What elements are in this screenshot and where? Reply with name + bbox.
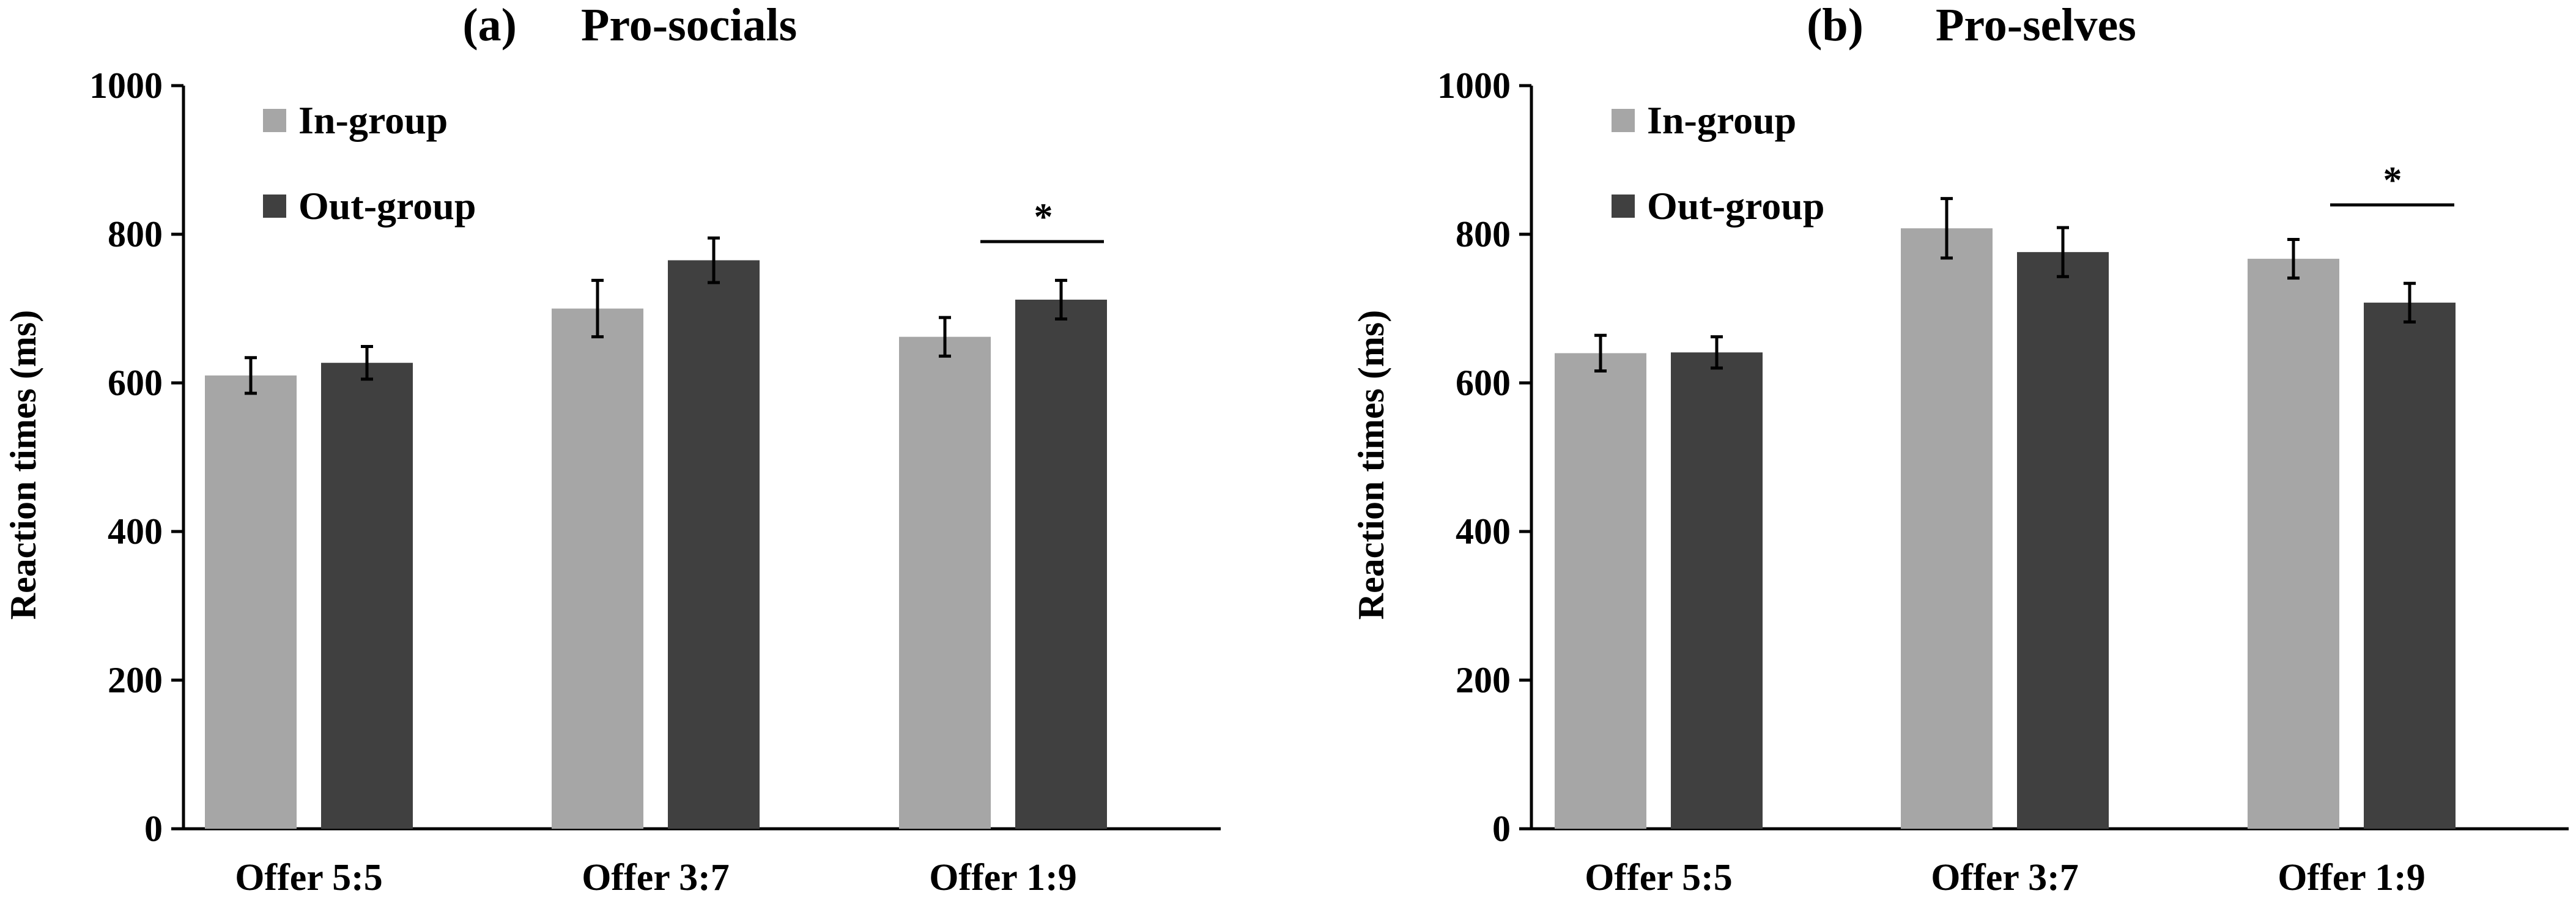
panel-b-ylabel: Reaction times (ms) bbox=[1351, 310, 1391, 620]
panel-b: (b) Pro-selves Reaction times (ms) 0 200 4… bbox=[1351, 0, 2569, 898]
panel-b-bar-in-group bbox=[2248, 259, 2339, 829]
panel-b-significance-star: * bbox=[2383, 160, 2402, 201]
panel-a-y-tick-label: 1000 bbox=[89, 65, 163, 106]
panel-b-legend-label: Out-group bbox=[1647, 184, 1824, 228]
panel-b-category-label: Offer 5:5 bbox=[1585, 857, 1733, 898]
panel-b-error-bar-in-group bbox=[1594, 333, 1607, 373]
panel-a-label: (a) bbox=[462, 0, 517, 51]
panel-b-bar-out-group bbox=[1671, 352, 1763, 829]
panel-b-error-bar-in-group bbox=[2287, 238, 2300, 280]
panel-b-error-bars bbox=[1594, 197, 2416, 373]
panel-b-category-label: Offer 3:7 bbox=[1931, 857, 2079, 898]
panel-a-error-bar-out-group bbox=[361, 344, 373, 381]
panel-a-y-tick-label: 800 bbox=[108, 214, 163, 254]
panel-b-y-tick-label: 0 bbox=[1492, 809, 1511, 849]
panel-a-error-bar-in-group bbox=[939, 316, 951, 358]
panel-a-error-bar-in-group bbox=[245, 356, 257, 395]
panel-b-legend-label: In-group bbox=[1647, 98, 1796, 142]
panel-a-legend: In-group Out-group bbox=[263, 98, 476, 228]
panel-a-legend-swatch-out-group bbox=[263, 195, 286, 218]
panel-a-bar-out-group bbox=[1015, 299, 1107, 829]
panel-a-legend-swatch-in-group bbox=[263, 109, 286, 132]
panel-a-bar-in-group bbox=[205, 375, 297, 829]
panel-b-error-bar-out-group bbox=[2404, 281, 2416, 324]
panel-b-y-tick-label: 600 bbox=[1456, 363, 1511, 403]
panel-b-bars bbox=[1555, 228, 2456, 829]
panel-a-legend-label: In-group bbox=[298, 98, 448, 142]
panel-b-legend: In-group Out-group bbox=[1612, 98, 1824, 228]
panel-a-y-tick-label: 200 bbox=[108, 660, 163, 700]
panel-a-error-bars bbox=[245, 236, 1067, 395]
panel-b-error-bar-out-group bbox=[2057, 226, 2069, 278]
panel-b-title: Pro-selves bbox=[1936, 0, 2136, 51]
panel-a-category-label: Offer 1:9 bbox=[929, 857, 1077, 898]
panel-a-y-tick-label: 0 bbox=[144, 809, 163, 849]
panel-b-error-bar-in-group bbox=[1941, 197, 1953, 260]
panel-a-y-tick-label: 400 bbox=[108, 511, 163, 552]
panel-b-ticks: 0 200 400 600 800 1000 bbox=[1437, 65, 1531, 849]
panel-a-bar-in-group bbox=[899, 336, 991, 829]
panel-a-bar-out-group bbox=[668, 260, 760, 829]
panel-a-ylabel: Reaction times (ms) bbox=[3, 310, 43, 620]
panel-b-bar-out-group bbox=[2364, 302, 2456, 829]
panel-a-error-bar-in-group bbox=[591, 278, 604, 339]
panel-a-significance-star: * bbox=[1034, 196, 1053, 238]
panel-a-category-label: Offer 5:5 bbox=[235, 857, 383, 898]
panel-b-legend-swatch-in-group bbox=[1612, 109, 1635, 132]
panel-b-bar-in-group bbox=[1555, 353, 1646, 829]
panel-a-legend-label: Out-group bbox=[298, 184, 476, 228]
panel-b-y-tick-label: 800 bbox=[1456, 214, 1511, 254]
panel-b-bar-out-group bbox=[2017, 252, 2109, 829]
panel-a-error-bar-out-group bbox=[708, 236, 720, 284]
panel-b-y-tick-label: 1000 bbox=[1437, 65, 1511, 106]
panel-a-title: Pro-socials bbox=[581, 0, 797, 51]
panel-a-category-label: Offer 3:7 bbox=[582, 857, 730, 898]
panel-b-bar-in-group bbox=[1901, 228, 1993, 829]
panel-b-y-tick-label: 400 bbox=[1456, 511, 1511, 552]
panel-a: (a) Pro-socials Reaction times (ms) 0 200… bbox=[3, 0, 1221, 898]
panel-b-label: (b) bbox=[1807, 0, 1864, 51]
panel-a-bars bbox=[205, 260, 1107, 829]
panel-b-y-tick-label: 200 bbox=[1456, 660, 1511, 700]
panel-a-error-bar-out-group bbox=[1055, 278, 1067, 321]
panel-b-legend-swatch-out-group bbox=[1612, 195, 1635, 218]
panel-b-error-bar-out-group bbox=[1711, 335, 1723, 370]
panel-a-ticks: 0 200 400 600 800 1000 bbox=[89, 65, 183, 849]
panel-b-category-label: Offer 1:9 bbox=[2278, 857, 2426, 898]
panel-a-bar-in-group bbox=[552, 308, 643, 829]
panel-a-y-tick-label: 600 bbox=[108, 363, 163, 403]
panel-a-bar-out-group bbox=[321, 363, 413, 829]
